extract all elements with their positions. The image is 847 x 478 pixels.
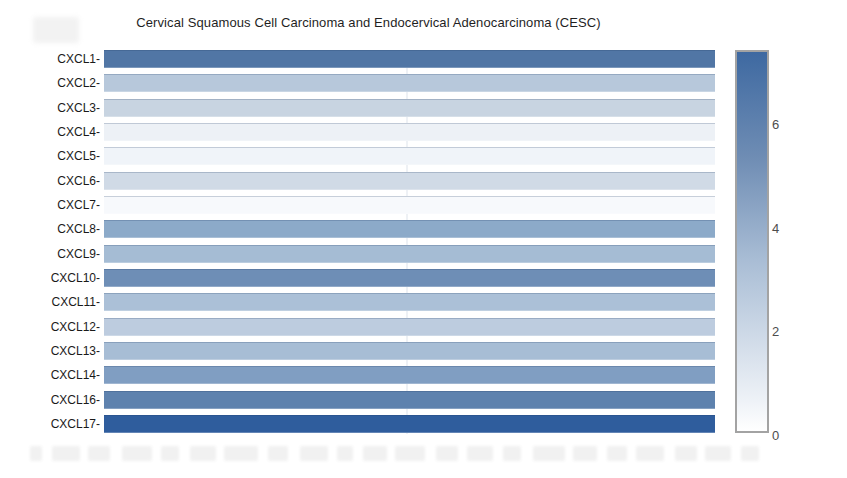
artifact-block [573, 446, 597, 461]
heatmap-row: CXCL14- [0, 366, 715, 384]
artifact-block [337, 446, 353, 461]
heatmap-row: CXCL1- [0, 50, 715, 68]
row-label: CXCL17- [0, 415, 104, 433]
artifact-block [363, 446, 387, 461]
cesc-expression-figure: Cervical Squamous Cell Carcinoma and End… [0, 0, 847, 478]
row-label: CXCL2- [0, 74, 104, 92]
row-label: CXCL12- [0, 318, 104, 336]
expression-bar [104, 147, 715, 165]
row-label: CXCL8- [0, 220, 104, 238]
artifact-block [268, 446, 288, 461]
artifact-block [88, 446, 110, 461]
row-label: CXCL13- [0, 342, 104, 360]
blurred-axis-artifact-band [30, 445, 820, 461]
artifact-block [533, 446, 565, 461]
row-label: CXCL7- [0, 196, 104, 214]
heatmap-row: CXCL7- [0, 196, 715, 214]
row-label: CXCL3- [0, 99, 104, 117]
expression-bar [104, 293, 715, 311]
expression-bar [104, 245, 715, 263]
expression-bar [104, 196, 715, 214]
artifact-block [30, 446, 42, 461]
row-label: CXCL5- [0, 147, 104, 165]
expression-bar [104, 366, 715, 384]
artifact-block [467, 446, 493, 461]
artifact-block [224, 446, 258, 461]
artifact-block [395, 446, 425, 461]
artifact-block [52, 446, 80, 461]
artifact-block [503, 446, 521, 461]
heatmap-row: CXCL16- [0, 391, 715, 409]
colorbar-tick-label: 4 [772, 220, 792, 235]
artifact-block [436, 446, 458, 461]
artifact-block [190, 446, 216, 461]
heatmap-row: CXCL3- [0, 99, 715, 117]
row-label: CXCL11- [0, 293, 104, 311]
artifact-block [636, 446, 664, 461]
heatmap-row: CXCL10- [0, 269, 715, 287]
artifact-block [300, 446, 328, 461]
heatmap-row: CXCL5- [0, 147, 715, 165]
artifact-block [607, 446, 627, 461]
expression-bar [104, 123, 715, 141]
colorbar [735, 50, 769, 433]
expression-bar [104, 415, 715, 433]
artifact-block [122, 446, 152, 461]
artifact-block [675, 446, 697, 461]
expression-bar [104, 391, 715, 409]
heatmap-rows: CXCL1- CXCL2- CXCL3- CXCL4- CXCL5- CXCL6- CXCL… [0, 50, 715, 440]
chart-title: Cervical Squamous Cell Carcinoma and End… [0, 15, 737, 30]
expression-bar [104, 220, 715, 238]
row-label: CXCL9- [0, 245, 104, 263]
expression-bar [104, 172, 715, 190]
heatmap-row: CXCL2- [0, 74, 715, 92]
heatmap-row: CXCL4- [0, 123, 715, 141]
heatmap-row: CXCL11- [0, 293, 715, 311]
artifact-block [741, 446, 759, 461]
row-label: CXCL4- [0, 123, 104, 141]
row-label: CXCL14- [0, 366, 104, 384]
expression-bar [104, 99, 715, 117]
row-label: CXCL16- [0, 391, 104, 409]
heatmap-row: CXCL13- [0, 342, 715, 360]
heatmap-row: CXCL6- [0, 172, 715, 190]
expression-bar [104, 269, 715, 287]
expression-bar [104, 342, 715, 360]
artifact-block [705, 446, 731, 461]
expression-bar [104, 318, 715, 336]
artifact-block [161, 446, 179, 461]
heatmap-row: CXCL12- [0, 318, 715, 336]
colorbar-tick-label: 2 [772, 324, 792, 339]
row-label: CXCL10- [0, 269, 104, 287]
heatmap-row: CXCL17- [0, 415, 715, 433]
row-label: CXCL1- [0, 50, 104, 68]
colorbar-tick-label: 0 [772, 428, 792, 443]
heatmap-row: CXCL8- [0, 220, 715, 238]
expression-bar [104, 74, 715, 92]
colorbar-tick-label: 6 [772, 117, 792, 132]
expression-bar [104, 50, 715, 68]
row-label: CXCL6- [0, 172, 104, 190]
heatmap-row: CXCL9- [0, 245, 715, 263]
